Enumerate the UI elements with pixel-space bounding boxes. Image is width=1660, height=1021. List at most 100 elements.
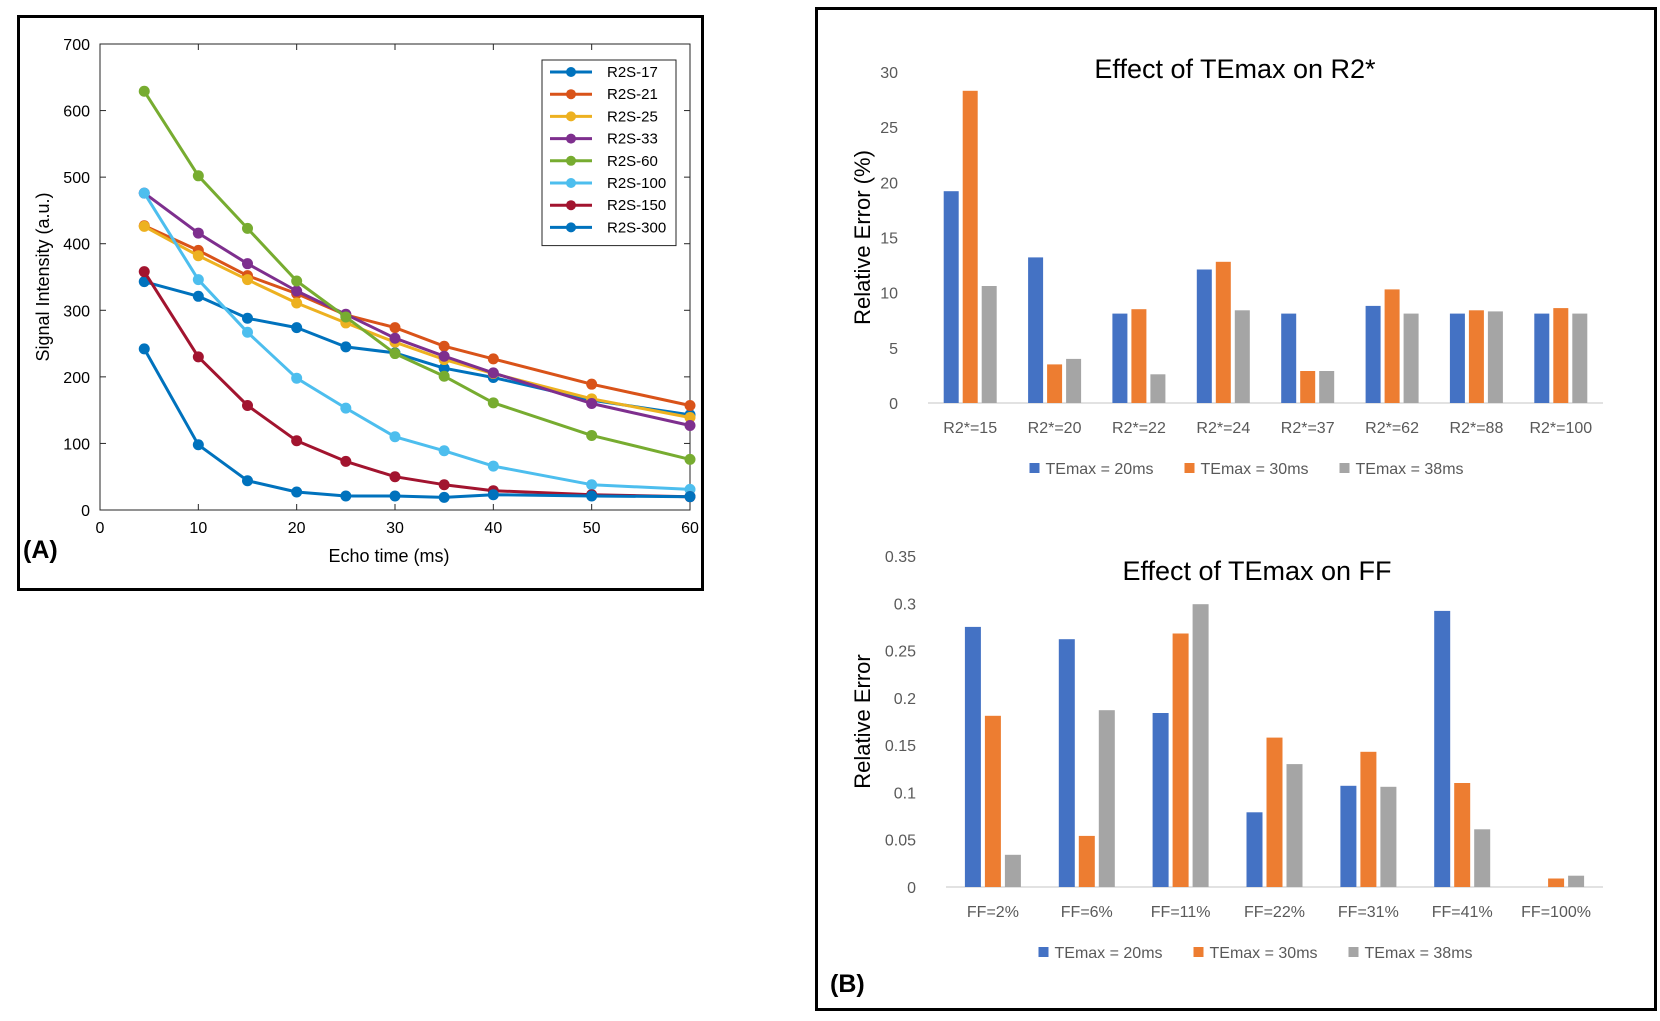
data-point-R2S-100 <box>340 402 352 414</box>
bar-R2*=100-TEmax = 30ms <box>1553 308 1569 403</box>
y-tick-label: 0.2 <box>894 691 916 708</box>
data-point-R2S-300 <box>487 489 499 501</box>
x-tick-label: R2*=37 <box>1281 420 1335 437</box>
y-tick-label: 600 <box>63 104 90 121</box>
y-tick-label: 0.25 <box>885 644 916 661</box>
x-tick-label: FF=6% <box>1061 904 1113 921</box>
data-point-R2S-21 <box>389 322 401 334</box>
y-tick-label: 0 <box>81 503 90 520</box>
bar-FF=31%-TEmax = 30ms <box>1360 751 1377 887</box>
data-point-R2S-25 <box>192 250 204 262</box>
legend-swatch <box>1038 947 1049 957</box>
bar-R2*=88-TEmax = 30ms <box>1468 310 1484 403</box>
y-tick-label: 15 <box>880 231 898 248</box>
line-chart-signal-intensity: 0 10 20 30 40 50 600100200300400500600700Echo … <box>33 37 699 566</box>
data-point-R2S-33 <box>291 285 303 297</box>
series-line-R2S-60 <box>143 90 691 461</box>
y-tick-label: 200 <box>63 370 90 387</box>
x-tick-label: R2*=88 <box>1450 420 1504 437</box>
bar-R2*=24-TEmax = 38ms <box>1234 310 1250 403</box>
data-point-R2S-100 <box>389 431 401 443</box>
x-tick-label: FF=100% <box>1521 904 1591 921</box>
bar-R2*=37-TEmax = 38ms <box>1319 371 1335 403</box>
legend-label: R2S-33 <box>607 131 658 148</box>
panel-b-label: (B) <box>830 970 865 998</box>
legend-label: R2S-100 <box>607 175 666 192</box>
y-tick-label: 0 <box>889 396 898 413</box>
y-tick-label: 25 <box>880 120 898 137</box>
bar-FF=6%-TEmax = 20ms <box>1058 639 1075 887</box>
bar-R2*=15-TEmax = 30ms <box>962 90 978 404</box>
data-point-R2S-100 <box>242 326 253 338</box>
bar-R2*=37-TEmax = 30ms <box>1300 371 1316 403</box>
bar-FF=11%-TEmax = 38ms <box>1192 604 1209 887</box>
data-point-R2S-100 <box>138 187 150 199</box>
data-point-R2S-300 <box>684 491 696 503</box>
legend-label: TEmax = 38ms <box>1356 461 1464 478</box>
data-point-R2S-17 <box>192 290 204 302</box>
panel-a-frame <box>17 15 704 591</box>
y-axis-title: Relative Error <box>850 654 875 788</box>
data-point-R2S-300 <box>438 491 450 503</box>
y-tick-label: 100 <box>63 436 90 453</box>
x-tick-label: FF=11% <box>1151 904 1211 921</box>
bar-R2*=22-TEmax = 38ms <box>1150 374 1166 403</box>
data-point-R2S-100 <box>192 274 204 286</box>
bar-R2*=15-TEmax = 20ms <box>943 191 959 403</box>
data-point-R2S-300 <box>340 490 352 502</box>
bar-R2*=22-TEmax = 20ms <box>1112 313 1128 403</box>
data-point-R2S-60 <box>684 453 696 465</box>
y-tick-label: 500 <box>63 170 90 187</box>
data-point-R2S-33 <box>192 227 204 239</box>
data-point-R2S-60 <box>438 370 450 382</box>
data-point-R2S-25 <box>291 297 303 309</box>
data-point-R2S-17 <box>138 276 150 288</box>
bar-R2*=62-TEmax = 38ms <box>1403 313 1419 403</box>
data-point-R2S-17 <box>291 322 303 334</box>
x-tick-label: 30 <box>386 520 404 537</box>
legend-label: R2S-17 <box>607 64 658 81</box>
legend-label: R2S-60 <box>607 153 658 170</box>
legend-swatch-marker <box>566 67 576 77</box>
series-line-R2S-300 <box>142 348 691 499</box>
data-point-R2S-33 <box>389 332 401 344</box>
legend-swatch-marker <box>566 222 576 233</box>
legend-label: TEmax = 30ms <box>1201 461 1309 478</box>
y-tick-label: 0.35 <box>885 549 916 566</box>
x-tick-label: R2*=100 <box>1529 420 1592 437</box>
data-point-R2S-100 <box>438 445 450 457</box>
x-tick-label: 10 <box>189 520 207 537</box>
series-line-R2S-25 <box>143 225 691 419</box>
legend-label: TEmax = 20ms <box>1055 945 1163 962</box>
bar-FF=6%-TEmax = 30ms <box>1078 835 1095 887</box>
x-tick-label: 60 <box>681 520 699 537</box>
series-line-R2S-100 <box>143 192 691 491</box>
bar-R2*=62-TEmax = 30ms <box>1384 289 1400 403</box>
y-tick-label: 300 <box>63 303 90 320</box>
legend-box <box>541 59 677 247</box>
x-tick-label: R2*=20 <box>1028 420 1082 437</box>
bar-FF=41%-TEmax = 38ms <box>1474 829 1491 887</box>
data-point-R2S-300 <box>586 490 598 502</box>
legend-label: R2S-150 <box>607 197 666 214</box>
bar-R2*=24-TEmax = 20ms <box>1196 269 1212 403</box>
y-tick-label: 0.15 <box>885 738 916 755</box>
data-point-R2S-17 <box>438 362 450 374</box>
legend-swatch-marker <box>566 133 576 144</box>
data-point-R2S-150 <box>138 266 150 278</box>
bar-FF=100%-TEmax = 30ms <box>1548 878 1565 887</box>
data-point-R2S-21 <box>586 378 598 390</box>
x-tick-label: R2*=62 <box>1365 420 1419 437</box>
data-point-R2S-25 <box>684 411 696 423</box>
bar-FF=2%-TEmax = 30ms <box>984 715 1001 887</box>
data-point-R2S-33 <box>242 258 253 270</box>
data-point-R2S-150 <box>291 435 303 447</box>
legend-swatch-marker <box>566 155 576 166</box>
legend-label: TEmax = 38ms <box>1365 945 1473 962</box>
y-tick-label: 0.05 <box>885 833 916 850</box>
y-tick-label: 0.1 <box>894 785 916 802</box>
data-point-R2S-150 <box>242 399 253 411</box>
data-point-R2S-300 <box>138 343 150 355</box>
y-tick-label: 700 <box>63 37 90 54</box>
y-tick-label: 400 <box>63 237 90 254</box>
